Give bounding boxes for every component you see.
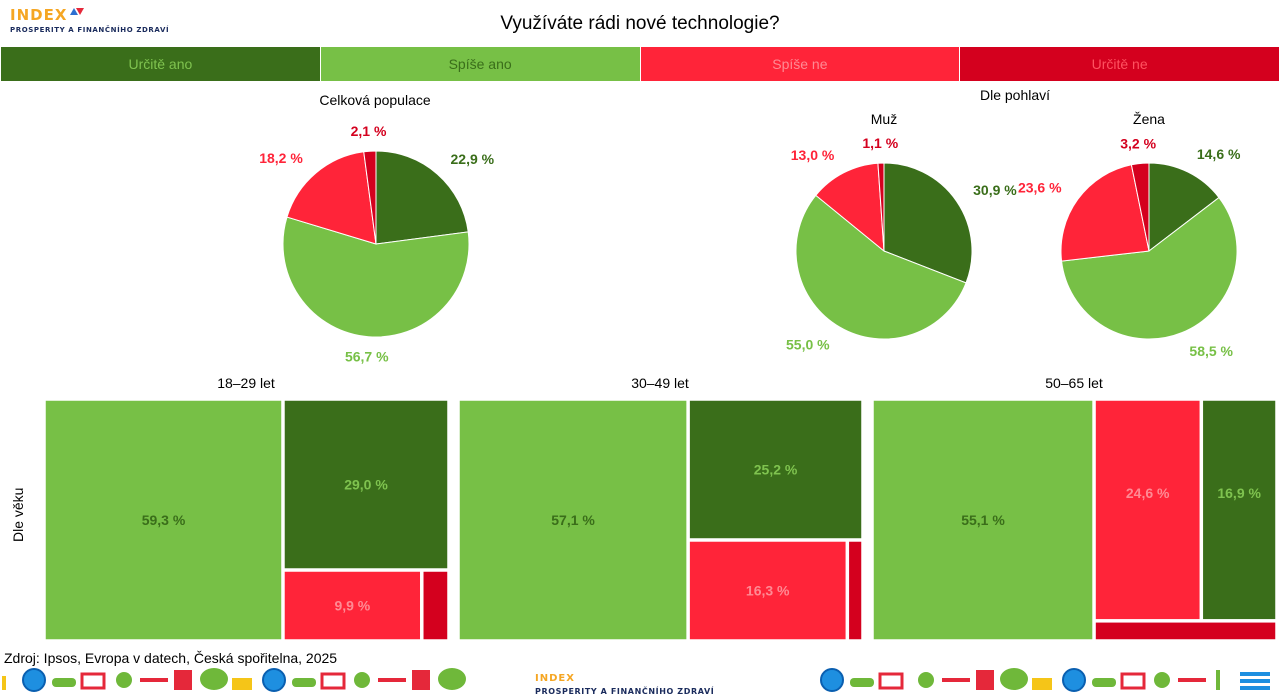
brand-tagline: PROSPERITY A FINANČNÍHO ZDRAVÍ xyxy=(10,26,170,34)
treemap-30-49-cell-spise-ne xyxy=(688,540,848,641)
treemap-50-65-cell-spise-ano xyxy=(872,399,1094,641)
treemap-30-49-label-urcite-ano: 25,2 % xyxy=(754,461,798,477)
pie-total-slice-urcite-ano xyxy=(375,150,469,245)
footer-wordmark: INDEX xyxy=(535,673,575,684)
treemap-title-18-29: 18–29 let xyxy=(217,375,275,391)
pie-zena-label-urcite-ne: 3,2 % xyxy=(1120,136,1156,152)
pie-zena-label-spise-ne: 23,6 % xyxy=(1018,180,1062,196)
pie-total-label-spise-ano: 56,7 % xyxy=(345,349,389,365)
footer-icons-left xyxy=(2,668,466,692)
treemap-30-49-cell-spise-ano xyxy=(458,399,688,641)
brand-logo: INDEX PROSPERITY A FINANČNÍHO ZDRAVÍ xyxy=(10,6,169,34)
pie-zena-label-urcite-ano: 14,6 % xyxy=(1197,146,1241,162)
pie-total-slice-spise-ne xyxy=(286,151,377,245)
pie-muz-slice-spise-ne xyxy=(815,162,885,253)
pie-total-slice-urcite-ne xyxy=(363,150,377,245)
treemap-50-65-label-urcite-ano: 16,9 % xyxy=(1217,485,1261,501)
pie-zena-slice-urcite-ne xyxy=(1130,162,1150,252)
treemap-18-29-cell-spise-ne xyxy=(283,570,422,641)
treemap-18-29-cell-spise-ano xyxy=(44,399,283,641)
pie-muz-label-spise-ano: 55,0 % xyxy=(786,336,830,352)
treemap-50-65-cell-urcite-ne xyxy=(1094,621,1277,641)
treemap-18-29-cell-urcite-ano xyxy=(283,399,449,570)
pie-title-muz: Muž xyxy=(870,111,898,127)
pie-muz-label-spise-ne: 13,0 % xyxy=(791,147,835,163)
pie-zena-slice-spise-ne xyxy=(1060,164,1150,262)
treemap-30-49-label-spise-ne: 16,3 % xyxy=(746,582,790,598)
treemap-50-65-cell-urcite-ano xyxy=(1201,399,1277,621)
pie-muz-label-urcite-ano: 30,9 % xyxy=(973,182,1017,198)
chart-title: Využíváte rádi nové technologie? xyxy=(500,13,780,34)
footer-icons-right xyxy=(820,668,1270,692)
brand-arrows-icon xyxy=(70,6,85,16)
pie-muz-slice-spise-ano xyxy=(795,194,967,340)
treemap-18-29-cell-urcite-ne xyxy=(422,570,449,641)
total-population-label: Celková populace xyxy=(319,92,431,108)
pie-zena-label-spise-ano: 58,5 % xyxy=(1189,343,1233,359)
brand-wordmark: INDEX xyxy=(10,6,68,24)
pie-zena-slice-spise-ano xyxy=(1061,196,1238,340)
treemap-50-65-label-spise-ne: 24,6 % xyxy=(1126,485,1170,501)
treemap-18-29-label-spise-ano: 59,3 % xyxy=(142,512,186,528)
pie-total-label-urcite-ano: 22,9 % xyxy=(451,151,495,167)
pie-muz-label-urcite-ne: 1,1 % xyxy=(862,135,898,151)
pie-zena-slice-urcite-ano xyxy=(1148,162,1220,253)
legend-item-spise-ano: Spíše ano xyxy=(320,47,641,81)
treemap-title-50-65: 50–65 let xyxy=(1045,375,1103,391)
treemap-30-49-cell-urcite-ano xyxy=(688,399,863,540)
treemap-50-65-label-spise-ano: 55,1 % xyxy=(961,512,1005,528)
treemap-title-30-49: 30–49 let xyxy=(631,375,689,391)
treemap-18-29-label-spise-ne: 9,9 % xyxy=(334,598,370,614)
legend-item-spise-ne: Spíše ne xyxy=(640,47,961,81)
source-note: Zdroj: Ipsos, Evropa v datech, Česká spo… xyxy=(4,650,338,666)
pie-muz-slice-urcite-ano xyxy=(883,162,973,284)
pie-muz-slice-urcite-ne xyxy=(877,162,885,252)
treemap-50-65-cell-spise-ne xyxy=(1094,399,1202,621)
pie-total-slice-spise-ano xyxy=(282,216,470,338)
legend-item-urcite-ne: Určitě ne xyxy=(960,47,1280,81)
gender-section-label: Dle pohlaví xyxy=(979,87,1051,103)
pie-total-label-spise-ne: 18,2 % xyxy=(259,150,303,166)
legend: Určitě ano Spíše ano Spíše ne Určitě ne xyxy=(1,47,1280,81)
legend-item-urcite-ano: Určitě ano xyxy=(1,47,321,81)
treemap-30-49-cell-urcite-ne xyxy=(847,540,863,641)
treemap-18-29-label-urcite-ano: 29,0 % xyxy=(344,477,388,493)
treemap-30-49-label-spise-ano: 57,1 % xyxy=(551,512,595,528)
pie-total-label-urcite-ne: 2,1 % xyxy=(351,123,387,139)
footer-decoration: INDEX PROSPERITY A FINANČNÍHO ZDRAVÍ xyxy=(0,666,1280,696)
pie-title-zena: Žena xyxy=(1133,111,1165,127)
